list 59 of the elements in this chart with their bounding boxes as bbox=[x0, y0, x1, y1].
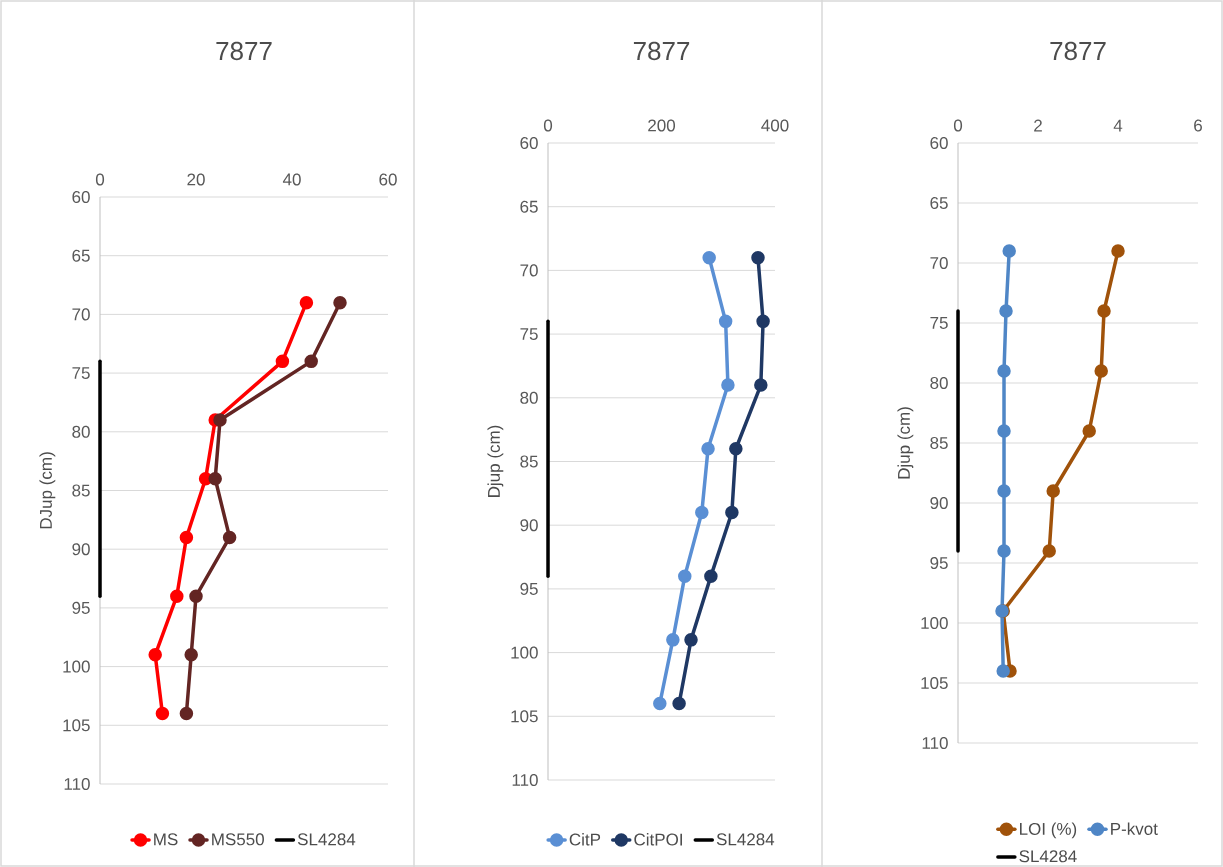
y-tick-label: 85 bbox=[930, 436, 948, 450]
legend-label: CitPOI bbox=[634, 833, 682, 846]
chart-title: 7877 bbox=[633, 41, 690, 61]
y-tick-label: 70 bbox=[72, 308, 90, 321]
y-tick-label: 95 bbox=[520, 582, 538, 595]
x-tick-label: 0 bbox=[953, 119, 963, 132]
y-tick-label: 105 bbox=[511, 710, 538, 723]
x-tick-label: 0 bbox=[543, 119, 553, 132]
x-tick-label: 40 bbox=[282, 173, 301, 186]
y-tick-label: 100 bbox=[511, 646, 538, 659]
y-tick-label: 105 bbox=[921, 676, 948, 690]
legend-label: LOI (%) bbox=[1020, 822, 1077, 839]
y-tick-label: 90 bbox=[930, 496, 948, 510]
y-tick-label: 75 bbox=[72, 367, 90, 380]
y-tick-label: 65 bbox=[520, 200, 538, 213]
y-tick-label: 100 bbox=[921, 616, 948, 630]
y-tick-label: 80 bbox=[930, 376, 948, 390]
x-tick-label: 200 bbox=[648, 119, 676, 132]
y-tick-label: 75 bbox=[930, 317, 948, 329]
y-tick-label: 65 bbox=[72, 249, 90, 262]
y-tick-label: 70 bbox=[520, 264, 538, 277]
y-tick-label: 85 bbox=[520, 455, 538, 468]
legend-label: SL4284 bbox=[1019, 850, 1077, 863]
x-tick-label: 4 bbox=[1113, 119, 1123, 132]
chart-title: 7877 bbox=[1050, 41, 1106, 61]
x-tick-label: 2 bbox=[1034, 119, 1042, 132]
legend-label: P-kvot bbox=[1111, 822, 1158, 835]
y-tick-label: 105 bbox=[63, 719, 90, 732]
y-tick-label: 100 bbox=[63, 660, 90, 673]
y-tick-label: 110 bbox=[512, 773, 538, 787]
y-tick-label: 90 bbox=[72, 543, 90, 556]
x-tick-label: 6 bbox=[1194, 119, 1202, 132]
y-tick-label: 80 bbox=[72, 425, 90, 438]
chart-title: 7877 bbox=[216, 41, 272, 61]
y-tick-label: 95 bbox=[72, 601, 90, 614]
x-tick-label: 20 bbox=[187, 173, 205, 186]
y-tick-label: 60 bbox=[520, 136, 538, 150]
y-tick-label: 90 bbox=[520, 519, 538, 532]
x-tick-label: 0 bbox=[95, 173, 105, 186]
y-axis-title: Djup (cm) bbox=[897, 407, 914, 479]
y-tick-label: 110 bbox=[922, 736, 948, 750]
y-tick-label: 95 bbox=[930, 556, 948, 570]
legend-label: MS550 bbox=[212, 833, 264, 846]
legend-label: SL4284 bbox=[716, 833, 775, 846]
x-tick-label: 60 bbox=[379, 173, 397, 186]
y-axis-title: DJup (cm) bbox=[39, 452, 56, 529]
y-tick-label: 70 bbox=[930, 256, 948, 270]
y-tick-label: 75 bbox=[520, 328, 538, 341]
y-tick-label: 65 bbox=[930, 196, 948, 210]
x-tick-label: 400 bbox=[761, 119, 789, 132]
y-tick-label: 110 bbox=[64, 777, 90, 791]
y-tick-label: 80 bbox=[520, 391, 538, 404]
legend-label: SL4284 bbox=[297, 833, 356, 846]
y-tick-label: 60 bbox=[72, 190, 90, 204]
y-tick-label: 60 bbox=[930, 136, 948, 150]
legend-label: MS bbox=[154, 833, 178, 846]
legend-label: CitP bbox=[569, 833, 601, 846]
y-tick-label: 85 bbox=[72, 484, 90, 497]
y-axis-title: Djup (cm) bbox=[487, 425, 504, 497]
